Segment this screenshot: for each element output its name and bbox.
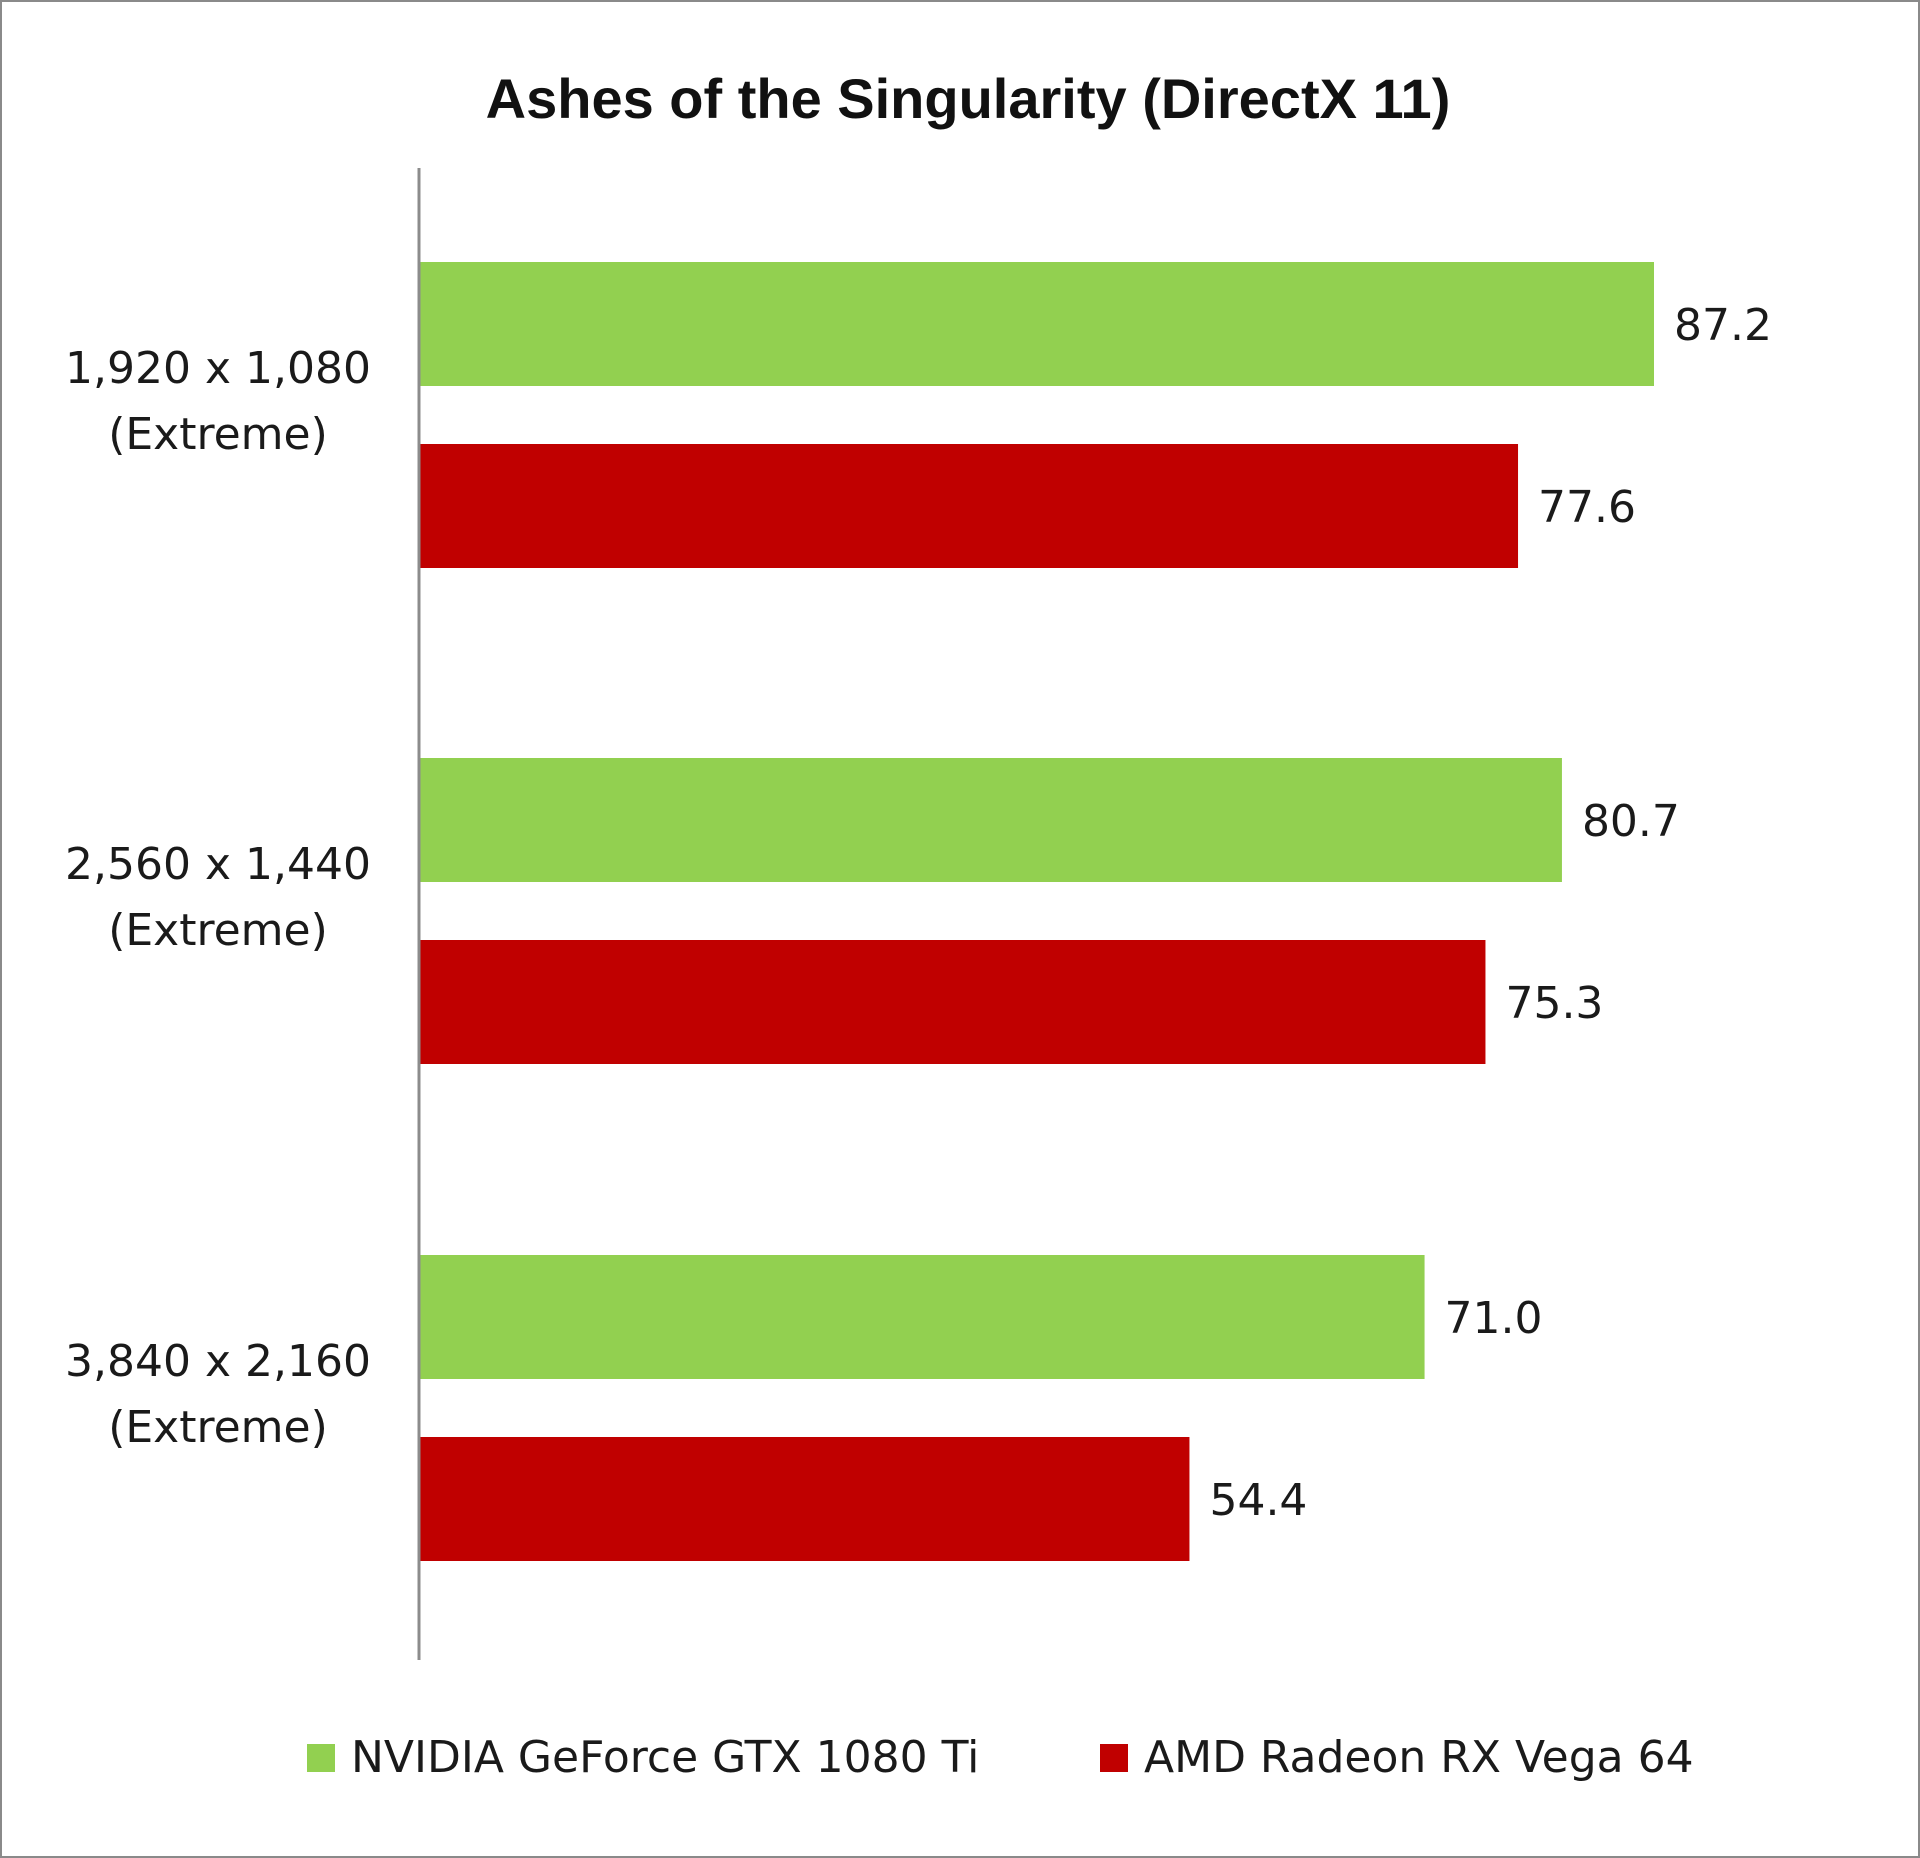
labels-layer: 87.2 77.6 1,920 x 1,080 (Extreme) 80.7 75.3 2,… <box>65 300 1772 1526</box>
legend-label-nvidia: NVIDIA GeForce GTX 1080 Ti <box>351 1732 979 1783</box>
bar-amd-3 <box>419 1437 1190 1561</box>
data-label-nvidia-3: 71.0 <box>1445 1293 1543 1344</box>
category-label-1-line-2: (Extreme) <box>108 409 328 460</box>
data-label-amd-1: 77.6 <box>1538 482 1636 533</box>
legend-swatch-amd <box>1100 1744 1128 1772</box>
bar-nvidia-3 <box>419 1255 1425 1379</box>
bar-nvidia-1 <box>419 262 1654 386</box>
data-label-amd-2: 75.3 <box>1505 978 1603 1029</box>
category-label-3-line-2: (Extreme) <box>108 1402 328 1453</box>
bar-nvidia-2 <box>419 758 1562 882</box>
category-label-2-line-2: (Extreme) <box>108 905 328 956</box>
category-label-1-line-1: 1,920 x 1,080 <box>65 343 371 394</box>
data-label-nvidia-1: 87.2 <box>1674 300 1772 351</box>
legend-label-amd: AMD Radeon RX Vega 64 <box>1144 1732 1694 1783</box>
data-label-nvidia-2: 80.7 <box>1582 796 1680 847</box>
legend-swatch-nvidia <box>307 1744 335 1772</box>
legend: NVIDIA GeForce GTX 1080 Ti AMD Radeon RX … <box>307 1732 1694 1783</box>
category-label-2-line-1: 2,560 x 1,440 <box>65 839 371 890</box>
bars-layer <box>419 262 1654 1561</box>
data-label-amd-3: 54.4 <box>1209 1475 1307 1526</box>
bar-amd-2 <box>419 940 1486 1064</box>
bar-amd-1 <box>419 444 1519 568</box>
chart-title: Ashes of the Singularity (DirectX 11) <box>486 67 1451 130</box>
category-label-3-line-1: 3,840 x 2,160 <box>65 1336 371 1387</box>
